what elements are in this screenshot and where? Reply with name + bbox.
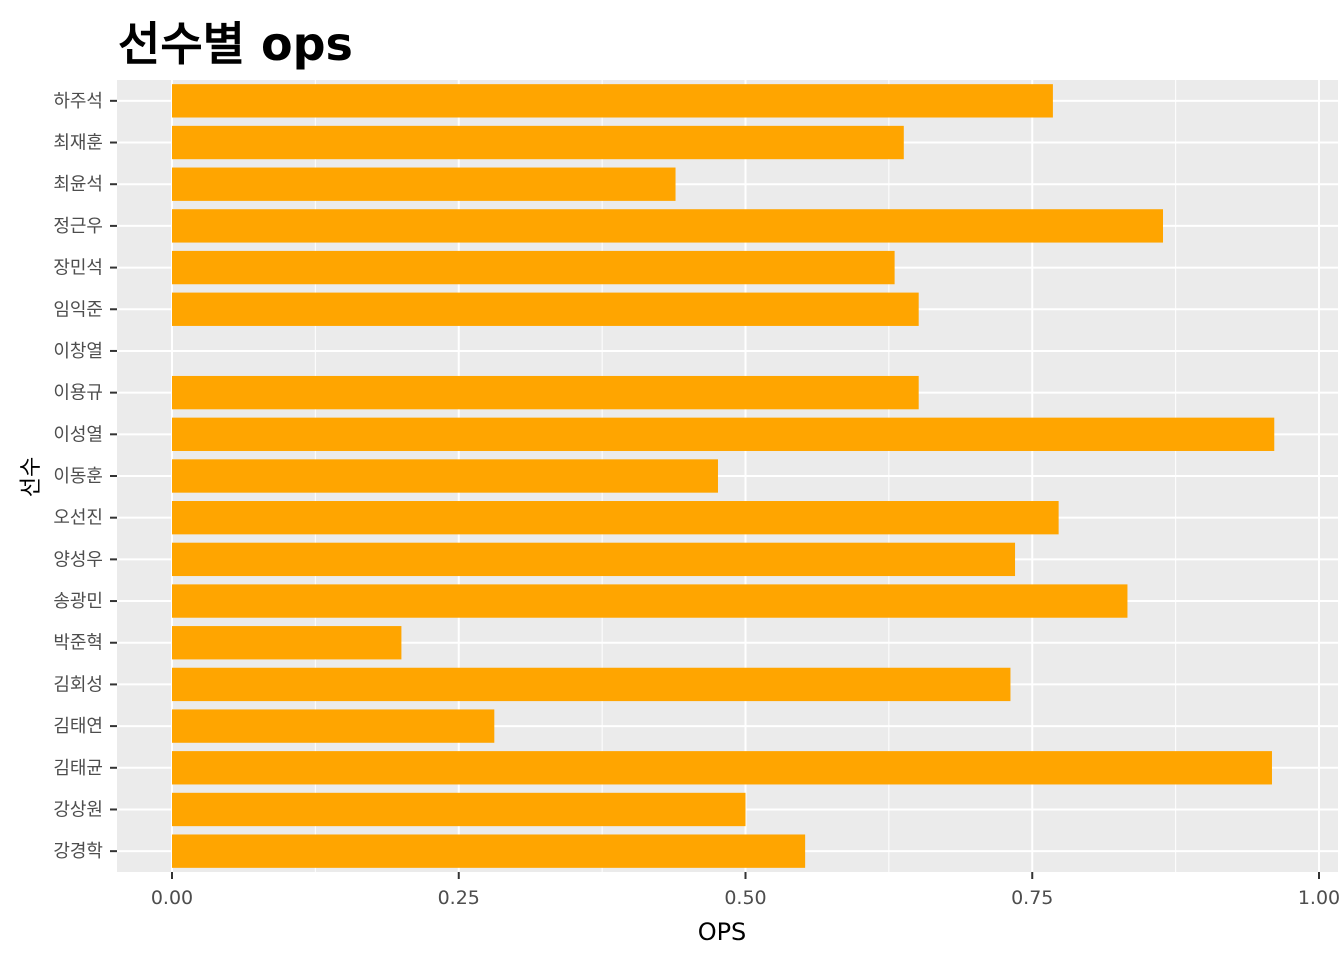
x-tick-label: 0.00: [151, 887, 193, 909]
bar: [172, 584, 1128, 618]
bar: [172, 209, 1164, 243]
y-tick-label: 강상원: [53, 799, 103, 820]
y-tick-label: 장민석: [53, 258, 103, 279]
x-tick-label: 0.50: [724, 887, 766, 909]
x-axis: 0.00 0.25 0.50 0.75 1.00: [151, 872, 1340, 909]
y-tick-label: 김회성: [53, 674, 103, 695]
y-tick-label: 오선진: [53, 508, 103, 529]
y-tick-label: 이성열: [53, 424, 103, 445]
y-tick-label: 임익준: [53, 299, 103, 320]
y-tick-label: 송광민: [53, 591, 103, 612]
y-tick-label: 김태균: [53, 758, 103, 779]
bar: [172, 626, 402, 660]
bars: [172, 84, 1275, 868]
bar: [172, 84, 1053, 118]
x-tick-label: 1.00: [1298, 887, 1340, 909]
y-tick-label: 강경학: [53, 841, 103, 862]
y-tick-label: 이용규: [53, 383, 103, 404]
bar: [172, 792, 746, 827]
y-tick-label: 하주석: [53, 91, 103, 112]
y-axis-label: 선수: [19, 457, 44, 497]
bar: [172, 667, 1011, 702]
bar: [172, 292, 919, 326]
x-tick-label: 0.25: [438, 887, 480, 909]
bar: [172, 167, 676, 201]
y-tick-label: 최윤석: [53, 174, 103, 195]
bar: [172, 250, 895, 285]
y-tick-label: 김태연: [53, 716, 103, 737]
x-tick-label: 0.75: [1011, 887, 1053, 909]
y-tick-label: 양성우: [53, 549, 103, 570]
bar: [172, 375, 919, 410]
bar: [172, 125, 904, 160]
y-tick-label: 이창열: [53, 341, 103, 362]
y-tick-label: 정근우: [53, 216, 103, 237]
bar: [172, 834, 806, 868]
bar: [172, 709, 495, 743]
x-axis-label: OPS: [698, 918, 747, 946]
bar: [172, 459, 718, 493]
y-axis: 하주석최재훈최윤석정근우장민석임익준이창열이용규이성열이동훈오선진양성우송광민박…: [53, 91, 117, 862]
bar: [172, 542, 1016, 577]
bar: [172, 751, 1272, 785]
y-tick-label: 최재훈: [53, 133, 103, 154]
bar: [172, 417, 1275, 451]
y-tick-label: 박준혁: [53, 633, 103, 654]
chart-title: 선수별 ops: [118, 17, 353, 71]
y-tick-label: 이동훈: [53, 466, 103, 487]
bar: [172, 501, 1059, 535]
